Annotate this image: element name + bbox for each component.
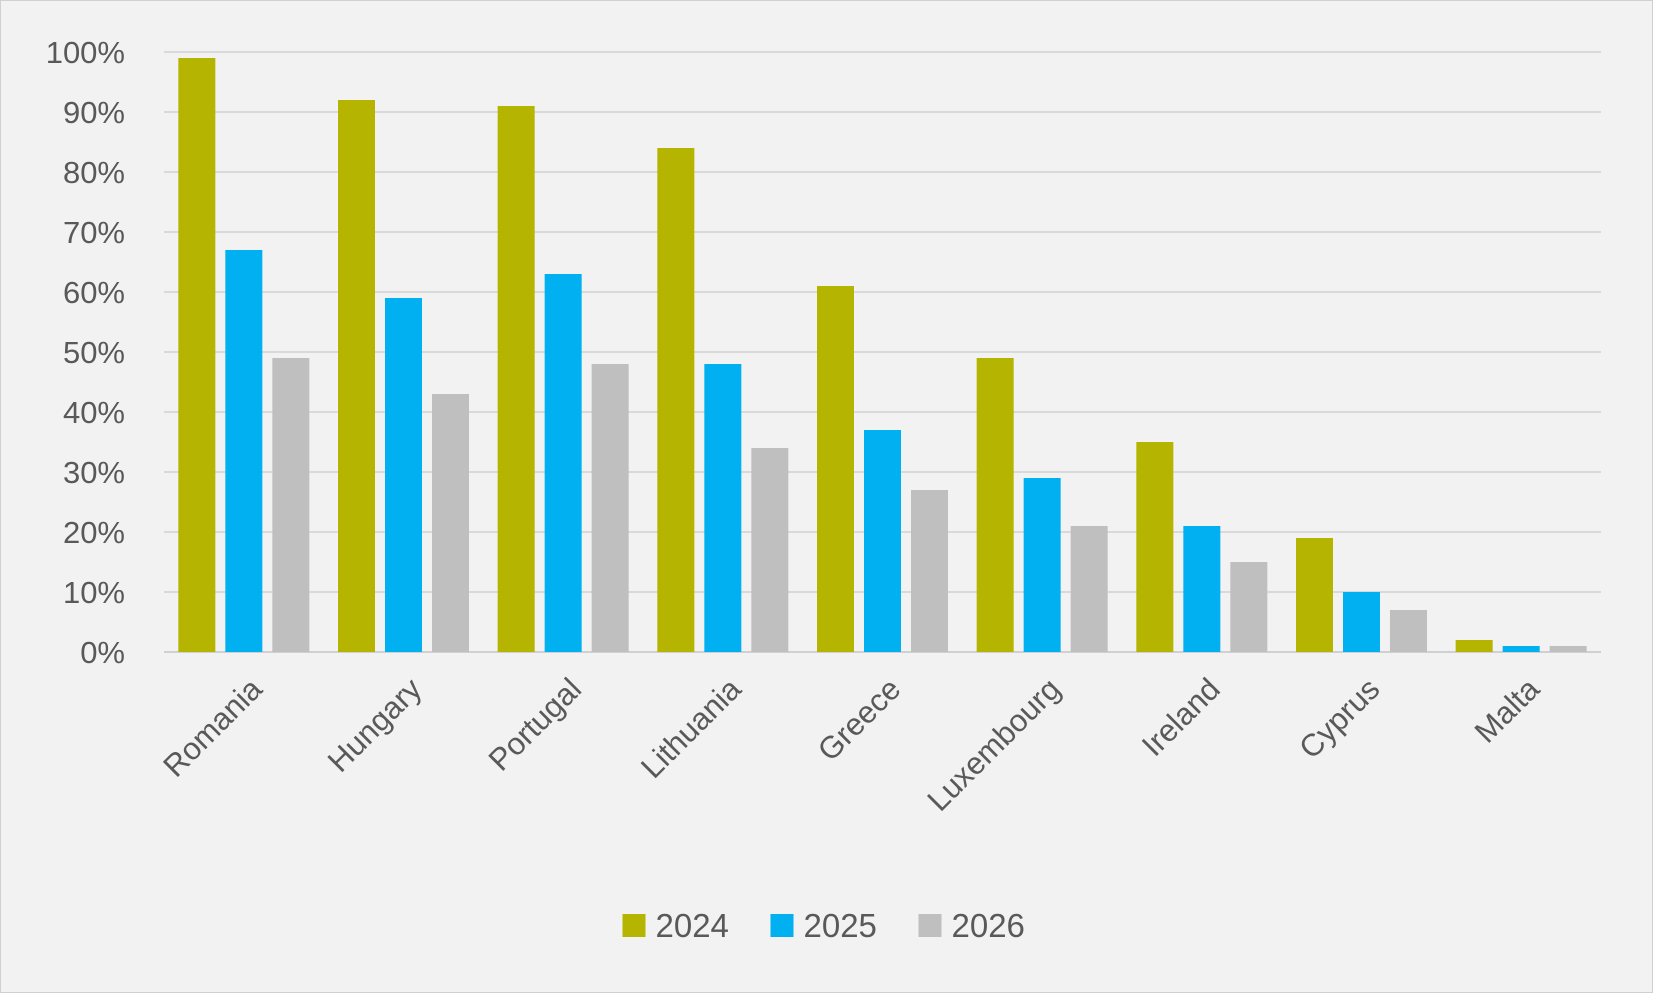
bar-cyprus-2026: [1390, 610, 1427, 652]
x-category-label: Lithuania: [634, 671, 748, 785]
bar-group-romania: [178, 58, 310, 652]
bar-romania-2025: [225, 250, 263, 652]
bar-hungary-2025: [385, 298, 422, 652]
bar-luxembourg-2026: [1070, 526, 1108, 652]
legend-item-2026: 2026: [918, 907, 1025, 944]
bar-portugal-2025: [544, 274, 582, 652]
bar-ireland-2025: [1183, 526, 1221, 652]
bar-cyprus-2024: [1296, 538, 1333, 652]
y-tick-label: 20%: [63, 515, 125, 550]
legend: 2024 2025 2026: [622, 907, 1025, 944]
bar-ireland-2024: [1136, 442, 1174, 652]
y-tick-label: 90%: [63, 95, 125, 130]
bar-group-greece: [817, 286, 948, 652]
x-axis-categories: Romania Hungary Portugal Lithuania Greece Lux…: [156, 671, 1546, 818]
y-axis-ticks: 0% 10% 20% 30% 40% 50% 60% 70% 80% 90% 100%: [46, 35, 125, 670]
bar-malta-2026: [1549, 646, 1587, 652]
bar-greece-2026: [911, 490, 948, 652]
y-tick-label: 80%: [63, 155, 125, 190]
bar-group-luxembourg: [976, 358, 1108, 652]
bar-greece-2025: [864, 430, 901, 652]
bar-hungary-2026: [432, 394, 469, 652]
x-category-label: Hungary: [321, 671, 429, 779]
bar-greece-2024: [817, 286, 854, 652]
bar-lithuania-2025: [704, 364, 742, 652]
y-tick-label: 70%: [63, 215, 125, 250]
legend-label: 2024: [656, 907, 729, 944]
x-category-label: Portugal: [482, 671, 588, 777]
legend-item-2024: 2024: [622, 907, 729, 944]
bars: [178, 58, 1587, 652]
bar-hungary-2024: [338, 100, 375, 652]
x-category-label: Romania: [156, 671, 269, 784]
bar-malta-2025: [1502, 646, 1540, 652]
bar-group-cyprus: [1296, 538, 1427, 652]
y-tick-label: 10%: [63, 575, 125, 610]
bar-group-lithuania: [657, 148, 789, 652]
bar-cyprus-2025: [1343, 592, 1380, 652]
y-tick-label: 40%: [63, 395, 125, 430]
bar-romania-2026: [272, 358, 310, 652]
bar-malta-2024: [1455, 640, 1493, 652]
x-category-label: Cyprus: [1292, 671, 1386, 765]
x-category-label: Luxembourg: [921, 671, 1068, 818]
y-tick-label: 30%: [63, 455, 125, 490]
bar-luxembourg-2024: [976, 358, 1014, 652]
bar-group-portugal: [497, 106, 629, 652]
y-tick-label: 60%: [63, 275, 125, 310]
legend-label: 2025: [804, 907, 877, 944]
bar-group-malta: [1455, 640, 1587, 652]
y-tick-label: 100%: [46, 35, 125, 70]
bar-lithuania-2026: [751, 448, 789, 652]
legend-swatch: [918, 914, 942, 937]
bar-portugal-2024: [497, 106, 535, 652]
legend-swatch: [622, 914, 646, 937]
y-tick-label: 50%: [63, 335, 125, 370]
legend-label: 2026: [952, 907, 1025, 944]
bar-group-ireland: [1136, 442, 1268, 652]
y-tick-label: 0%: [80, 635, 125, 670]
bar-luxembourg-2025: [1023, 478, 1061, 652]
bar-group-hungary: [338, 100, 469, 652]
bar-portugal-2026: [591, 364, 629, 652]
bar-lithuania-2024: [657, 148, 695, 652]
x-category-label: Greece: [811, 671, 908, 768]
x-category-label: Malta: [1468, 671, 1547, 750]
legend-item-2025: 2025: [770, 907, 877, 944]
x-category-label: Ireland: [1135, 671, 1227, 763]
bar-ireland-2026: [1230, 562, 1268, 652]
legend-swatch: [770, 914, 794, 937]
bar-romania-2024: [178, 58, 216, 652]
